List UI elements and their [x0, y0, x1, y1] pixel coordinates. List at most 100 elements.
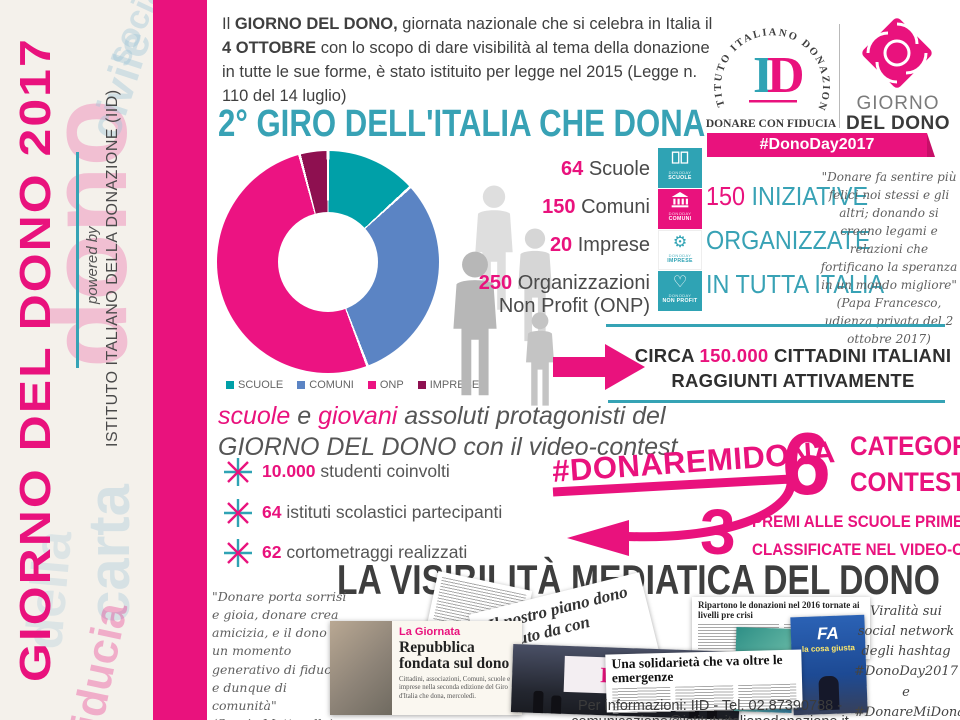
contest-stat-label: istituti scolastici partecipanti — [281, 502, 503, 522]
intro-text: con lo scopo di dare visibilità al tema … — [222, 38, 710, 105]
iid-letter-d: D — [767, 47, 805, 104]
reach-statement: CIRCA 150.000 CITTADINI ITALIANI RAGGIUN… — [628, 344, 958, 394]
legend-label: COMUNI — [309, 379, 354, 391]
iniziative-line2: ORGANIZZATE — [706, 225, 871, 256]
premi-line2: CLASSIFICATE NEL VIDEO-CONTEST — [752, 541, 960, 560]
contest-stat-label: studenti coinvolti — [315, 461, 450, 481]
stat-value: 20 — [549, 234, 573, 256]
badge-line1: DONODAY — [668, 211, 692, 216]
badge-line1: DONODAY — [668, 293, 692, 298]
badge-line2: COMUNI — [668, 216, 692, 222]
badge-line2: IMPRESE — [667, 258, 693, 264]
footer-contact-info: Per informazioni: IID - Tel. 02.87390788… — [571, 698, 849, 720]
book-icon — [658, 150, 702, 170]
pope-photo — [330, 621, 392, 715]
legend-label: ONP — [379, 379, 404, 391]
premi-line1: PREMI ALLE SCUOLE PRIME — [752, 513, 960, 531]
legend-item: SCUOLE — [226, 379, 283, 391]
poster-title-vertical: GIORNO DEL DONO 2017 — [10, 37, 60, 683]
logo-block: ISTITUTO ITALIANO DONAZIONE I D DONARE C… — [703, 8, 955, 160]
magenta-accent-bar — [153, 0, 207, 720]
clipping-headline: Repubblica fondata sul dono — [399, 639, 510, 673]
newspaper-clipping-repubblica: La Giornata Repubblica fondata sul dono … — [330, 621, 522, 715]
badge-line2: SCUOLE — [668, 175, 692, 181]
asterisk-bullet-icon — [224, 458, 252, 486]
contest-stat-number: 10.000 — [262, 461, 316, 481]
premi-lines: PREMI ALLE SCUOLE PRIME CLASSIFICATE NEL… — [752, 508, 960, 564]
stat-scuole: 64 Scuole — [380, 158, 650, 181]
clipping-headline: Una solidarietà che va oltre le emergenz… — [611, 651, 783, 686]
reach-number: 150.000 — [699, 345, 769, 366]
badge-donoday-comuni: DONODAY COMUNI — [658, 189, 702, 229]
protagonists-caps: GIORNO DEL DONO — [218, 433, 457, 462]
legend-label: SCUOLE — [238, 379, 284, 391]
stat-label: Imprese — [572, 234, 650, 256]
contest-stat-istituti: 64 istituti scolastici partecipanti — [262, 502, 502, 523]
intro-bold-date: 4 OTTOBRE — [222, 38, 317, 57]
powered-by-label: powered by — [84, 226, 101, 304]
quote-text: "Donare fa sentire più felici noi stessi… — [820, 170, 958, 292]
clipping-headline: Ripartono le donazioni nel 2016 tornate … — [698, 600, 860, 620]
iid-tagline: DONARE CON FIDUCIA — [705, 118, 837, 130]
iniziative-number: 150 — [706, 181, 746, 211]
iniziative-line3: IN TUTTA ITALIA — [706, 269, 885, 300]
clipping-kicker: La Giornata — [399, 626, 461, 638]
badge-line1: DONODAY — [668, 170, 692, 175]
giorno-del-dono-wordmark: GIORNO DEL DONO — [843, 94, 953, 134]
quote-attribution: (Papa Francesco, udienza privata del 2 o… — [824, 296, 954, 346]
protagonists-statement: scuole e giovani assoluti protagonisti d… — [218, 401, 677, 464]
protagonists-text: con il video-contest — [456, 433, 678, 462]
gdd-line2: DEL DONO — [846, 112, 950, 134]
protagonists-word-scuole: scuole — [218, 402, 291, 430]
contest-stat-number: 64 — [262, 502, 282, 522]
legend-swatch — [226, 381, 234, 389]
contest-stat-label: cortometraggi realizzati — [281, 542, 468, 562]
protagonists-text: assoluti protagonisti del — [397, 402, 666, 430]
curved-arrow-icon — [552, 474, 796, 556]
legend-item: ONP — [367, 379, 404, 391]
reach-text: CITTADINI ITALIANI — [768, 345, 952, 366]
stat-imprese: 20 Imprese — [380, 234, 650, 257]
organization-name-vertical: ISTITUTO ITALIANO DELLA DONAZIONE (IID) — [104, 89, 121, 447]
contest-stat-studenti: 10.000 studenti coinvolti — [262, 461, 450, 482]
section-title-giro: 2° GIRO DELL'ITALIA CHE DONA — [218, 103, 706, 145]
divider-line — [608, 400, 945, 403]
clipping-body: Cittadini, associazioni, Comuni, scuole … — [399, 675, 511, 700]
badge-line1: DONODAY — [668, 253, 692, 258]
stat-label: Scuole — [583, 158, 650, 180]
stat-label2: Non Profit (ONP) — [498, 295, 650, 317]
intro-text: Il — [222, 15, 235, 33]
donut-hole — [278, 212, 378, 312]
badge-donoday-scuole: DONODAY SCUOLE — [658, 148, 702, 188]
categorie-lines: CATEGORIE CONTEST — [850, 428, 960, 501]
right-arrow-icon — [553, 344, 645, 390]
giorno-del-dono-diamond-icon — [862, 18, 932, 88]
divider-line — [606, 324, 945, 327]
badge-line2: NON PROFIT — [662, 298, 698, 304]
iid-letter-i: I — [753, 47, 773, 104]
legend-swatch — [417, 381, 426, 389]
stat-label: Organizzazioni — [512, 272, 650, 294]
quote-text: "Donare porta sorrisi e gioia, donare cr… — [212, 589, 347, 713]
iniziative-block: 150 INIZIATIVE ORGANIZZATE IN TUTTA ITAL… — [706, 174, 884, 307]
intro-paragraph: Il GIORNO DEL DONO, giornata nazionale c… — [222, 13, 714, 109]
divider-line — [76, 152, 79, 368]
heart-icon: ♡ — [672, 274, 688, 291]
reach-text: CIRCA — [634, 345, 700, 366]
intro-text: giornata nazionale che si celebra in Ita… — [397, 15, 713, 33]
premi-number: 3 — [700, 496, 736, 568]
gears-icon: ⚙ — [672, 234, 688, 251]
stat-value: 250 — [478, 272, 513, 294]
legend-swatch — [297, 381, 306, 389]
gdd-line1: GIORNO — [856, 93, 940, 114]
protagonists-text: e — [290, 402, 319, 430]
asterisk-bullet-icon — [224, 499, 252, 527]
legend-swatch — [367, 381, 376, 389]
bank-icon — [658, 191, 702, 211]
reach-text-line2: RAGGIUNTI ATTIVAMENTE — [671, 369, 915, 391]
stat-value: 64 — [561, 158, 584, 180]
iniziative-line1: INIZIATIVE — [745, 181, 869, 211]
badge-donoday-nonprofit: ♡ DONODAY NON PROFIT — [658, 271, 702, 311]
stat-value: 150 — [542, 196, 576, 218]
stat-comuni: 150 Comuni — [380, 196, 650, 219]
